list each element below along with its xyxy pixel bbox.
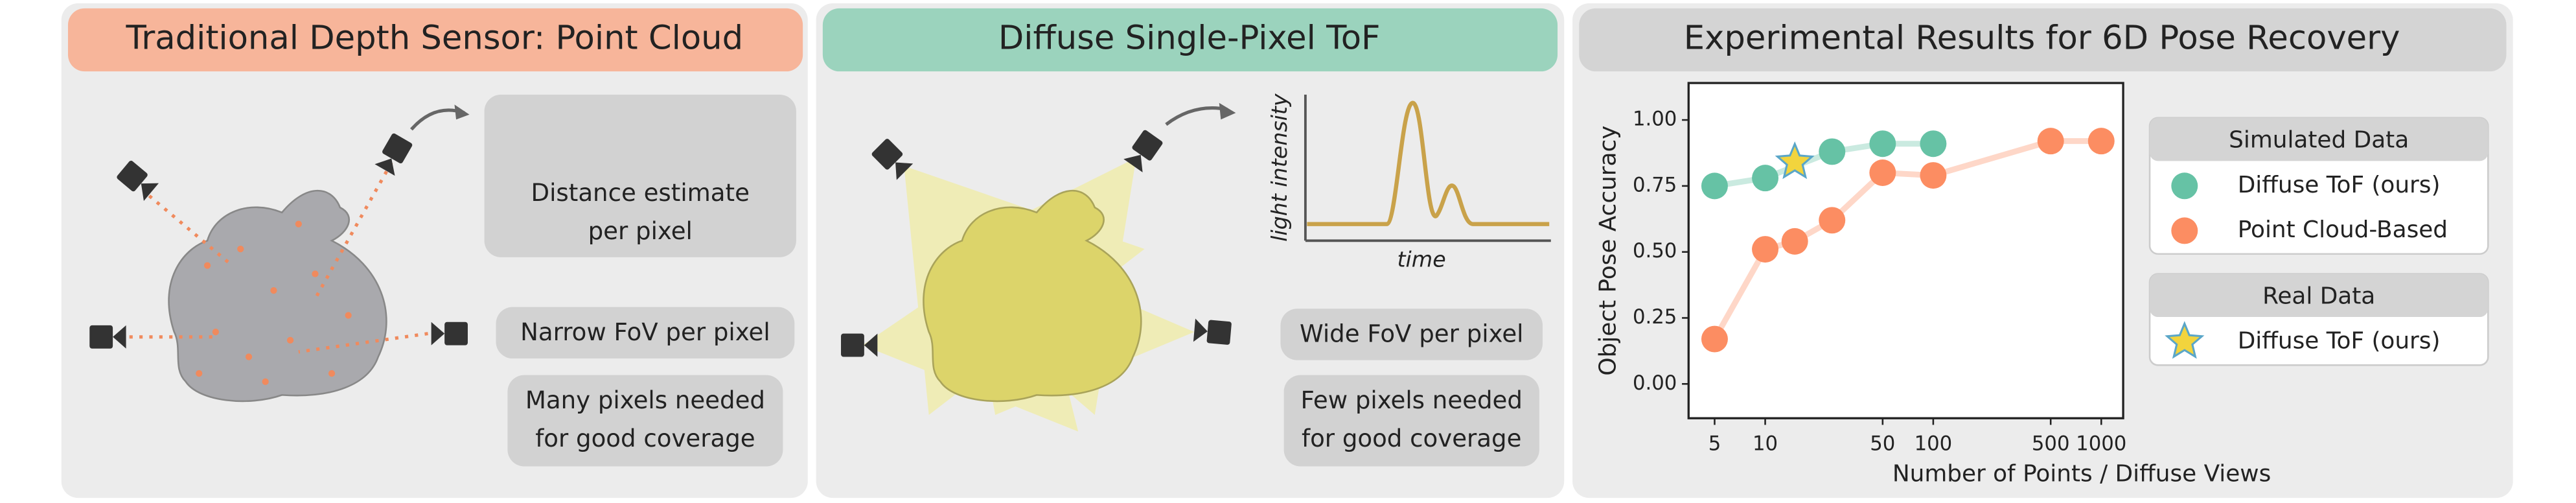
legend-label: Diffuse ToF (ours) bbox=[2238, 327, 2441, 354]
x-tick-label: 50 bbox=[1870, 432, 1895, 456]
marker bbox=[2037, 128, 2064, 155]
marker bbox=[1701, 172, 1728, 200]
note: Wide FoV per pixel bbox=[1300, 320, 1524, 348]
legend-marker bbox=[2171, 172, 2198, 200]
legend-header-bg bbox=[2150, 117, 2489, 161]
chart-title: Experimental Results for 6D Pose Recover… bbox=[1684, 18, 2400, 57]
note: Distance estimate bbox=[531, 179, 750, 207]
x-tick-label: 1000 bbox=[2076, 432, 2126, 456]
y-tick-label: 0.25 bbox=[1633, 305, 1677, 329]
marker bbox=[2087, 128, 2115, 155]
marker bbox=[1920, 130, 1947, 158]
legend-header: Real Data bbox=[2262, 283, 2375, 309]
note: for good coverage bbox=[1302, 425, 1521, 452]
y-tick-label: 0.50 bbox=[1633, 239, 1677, 263]
x-tick-label: 500 bbox=[2032, 432, 2070, 456]
panel-title: Traditional Depth Sensor: Point Cloud bbox=[125, 18, 743, 57]
marker bbox=[1701, 325, 1728, 353]
marker bbox=[1752, 236, 1779, 263]
marker bbox=[1819, 207, 1846, 234]
note-box bbox=[1280, 309, 1543, 360]
note: Many pixels needed bbox=[525, 386, 765, 414]
panel-title: Diffuse Single-Pixel ToF bbox=[998, 18, 1381, 57]
legend-marker bbox=[2165, 321, 2205, 359]
axis-label: light intensity bbox=[1267, 93, 1292, 242]
note-box bbox=[484, 94, 796, 257]
y-tick-label: 0.00 bbox=[1633, 371, 1677, 395]
x-tick-label: 100 bbox=[1915, 432, 1953, 456]
legend-header-bg bbox=[2150, 274, 2489, 318]
mini-plot bbox=[1304, 94, 1551, 242]
marker bbox=[1920, 162, 1947, 189]
y-axis-label: Object Pose Accuracy bbox=[1594, 126, 1621, 376]
bunny bbox=[923, 189, 1142, 403]
x-axis-label: Number of Points / Diffuse Views bbox=[1892, 460, 2271, 487]
note-box bbox=[1283, 375, 1539, 467]
y-tick-label: 0.75 bbox=[1633, 173, 1677, 196]
title-pill bbox=[1579, 8, 2507, 72]
marker bbox=[1869, 159, 1896, 186]
marker bbox=[1775, 141, 1815, 180]
note: for good coverage bbox=[535, 425, 755, 452]
legend-label: Point Cloud-Based bbox=[2238, 216, 2448, 243]
marker bbox=[1869, 130, 1896, 158]
note: Narrow FoV per pixel bbox=[520, 318, 770, 346]
x-tick-label: 5 bbox=[1708, 432, 1721, 456]
legend-header: Simulated Data bbox=[2229, 127, 2409, 154]
title-pill bbox=[67, 8, 803, 72]
x-tick-label: 10 bbox=[1753, 432, 1778, 456]
marker bbox=[1819, 138, 1846, 165]
bunny bbox=[168, 189, 387, 403]
marker bbox=[1752, 165, 1779, 192]
y-tick-label: 1.00 bbox=[1633, 108, 1677, 131]
note: per pixel bbox=[588, 217, 693, 245]
note: Few pixels needed bbox=[1301, 386, 1523, 414]
legend-marker bbox=[2171, 217, 2198, 244]
title-pill bbox=[822, 8, 1558, 72]
legend-label: Diffuse ToF (ours) bbox=[2238, 172, 2441, 198]
marker bbox=[1781, 228, 1808, 255]
note-box bbox=[507, 375, 783, 467]
axis-label: time bbox=[1397, 247, 1446, 272]
note-box bbox=[496, 307, 795, 359]
